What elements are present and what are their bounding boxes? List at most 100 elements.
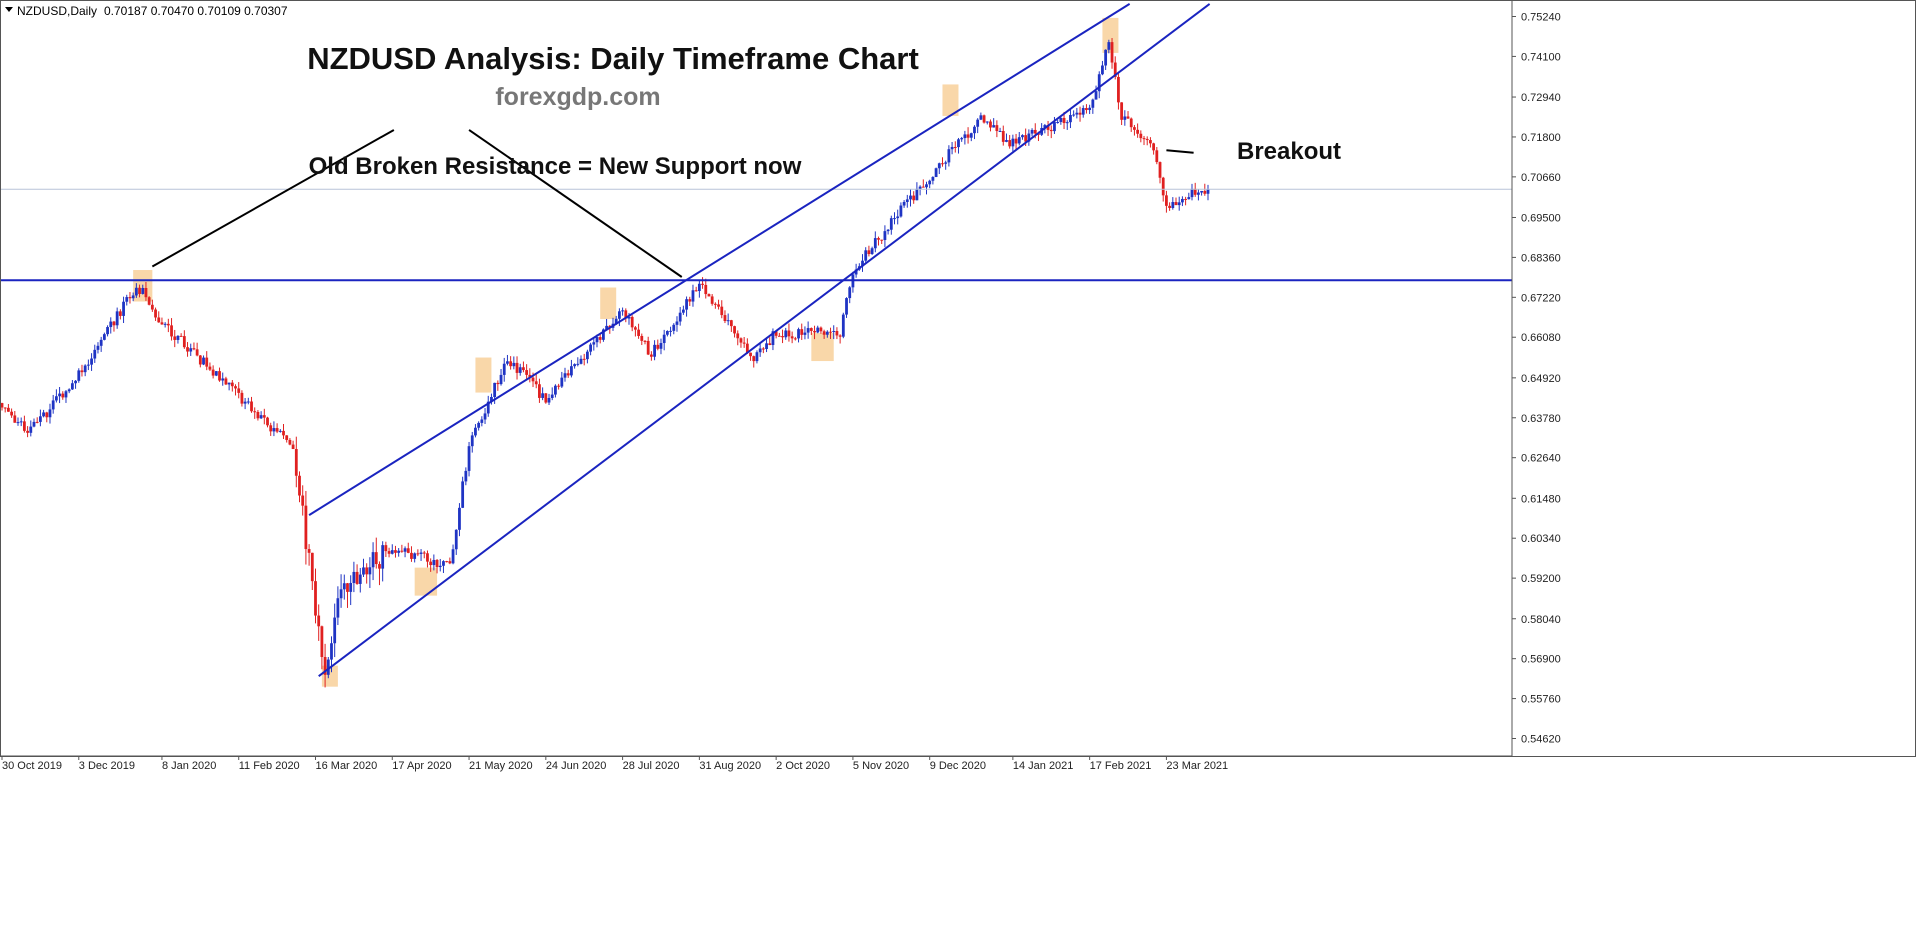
candle — [681, 305, 685, 315]
candle — [528, 368, 532, 383]
candle — [477, 421, 481, 431]
candle — [122, 296, 125, 324]
candle — [112, 320, 116, 332]
candle — [346, 582, 349, 608]
candle — [697, 279, 701, 298]
candle — [1152, 142, 1156, 155]
candle — [42, 409, 45, 418]
pointer-line[interactable] — [468, 129, 683, 278]
candle — [582, 353, 586, 366]
dropdown-triangle-icon[interactable] — [5, 7, 13, 12]
candle — [35, 417, 39, 424]
x-tick-label: 11 Feb 2020 — [239, 760, 300, 772]
candle — [598, 333, 602, 344]
candle — [592, 338, 596, 351]
candle — [256, 410, 260, 421]
price-axis-panel[interactable] — [1512, 0, 1916, 946]
candle — [1059, 116, 1063, 125]
candle — [806, 321, 810, 339]
candle — [320, 625, 324, 670]
candle — [336, 586, 340, 626]
candle — [342, 574, 346, 600]
candle — [835, 327, 839, 340]
candle — [1101, 60, 1104, 76]
candle — [381, 541, 385, 582]
y-tick-label: 0.62640 — [1521, 453, 1561, 465]
candle — [576, 357, 580, 367]
candle — [339, 574, 343, 608]
candle — [544, 393, 548, 404]
candle — [1056, 119, 1060, 124]
candle — [809, 327, 813, 335]
candle — [1001, 125, 1005, 146]
candle — [413, 552, 417, 563]
channel-line-upper[interactable] — [308, 3, 1131, 516]
candle — [83, 364, 87, 377]
candle — [214, 371, 218, 377]
candle — [777, 332, 781, 337]
candle — [6, 404, 10, 412]
candle — [294, 436, 298, 488]
candle — [1120, 102, 1124, 126]
candle — [973, 125, 976, 140]
candle — [841, 312, 845, 339]
candle — [509, 356, 513, 370]
candle — [669, 326, 672, 337]
candle — [1011, 134, 1015, 154]
candle — [1104, 49, 1108, 70]
candle — [617, 308, 621, 327]
candle — [496, 380, 500, 391]
candle — [630, 315, 634, 332]
pointer-line[interactable] — [1166, 149, 1194, 154]
y-tick-label: 0.58040 — [1521, 614, 1561, 626]
channel-line-lower[interactable] — [318, 3, 1211, 677]
pointer-line[interactable] — [151, 129, 395, 268]
chart-header[interactable]: NZDUSD,Daily 0.70187 0.70470 0.70109 0.7… — [5, 4, 288, 18]
candle — [522, 361, 525, 373]
candle — [1110, 38, 1114, 69]
candlestick-series — [0, 38, 1210, 688]
candle — [365, 563, 369, 584]
drawn-lines — [151, 3, 1211, 677]
y-tick-label: 0.70660 — [1521, 172, 1561, 184]
candle — [163, 322, 167, 328]
candle — [243, 397, 247, 410]
candle — [995, 120, 999, 138]
candle — [771, 328, 775, 351]
candle — [374, 537, 378, 569]
candle — [899, 202, 903, 218]
candle — [106, 325, 109, 337]
candle — [406, 542, 410, 554]
candle — [739, 337, 743, 348]
candle — [832, 325, 836, 340]
candle — [317, 604, 321, 641]
candle — [550, 387, 554, 401]
candle — [883, 225, 887, 248]
candle — [368, 557, 372, 588]
candle — [752, 355, 756, 368]
candle — [96, 342, 100, 354]
x-tick-label: 21 May 2020 — [469, 760, 533, 772]
candle — [461, 476, 465, 509]
candle — [605, 318, 608, 330]
candle — [38, 409, 42, 427]
candle — [1017, 131, 1021, 146]
candle — [902, 200, 906, 208]
candle — [1069, 109, 1072, 129]
candle — [58, 386, 61, 404]
candle — [1072, 110, 1076, 117]
candle — [560, 371, 564, 389]
candle — [675, 316, 679, 332]
y-tick-label: 0.68360 — [1521, 252, 1561, 264]
highlight-zone — [414, 567, 438, 596]
candle — [662, 329, 666, 351]
candle — [150, 299, 154, 312]
candle — [298, 471, 301, 503]
candle — [566, 369, 570, 378]
candle — [314, 568, 317, 624]
candle — [291, 440, 295, 450]
candle — [701, 277, 704, 289]
candle — [1155, 147, 1159, 165]
candle — [723, 310, 727, 324]
candle — [192, 342, 196, 351]
